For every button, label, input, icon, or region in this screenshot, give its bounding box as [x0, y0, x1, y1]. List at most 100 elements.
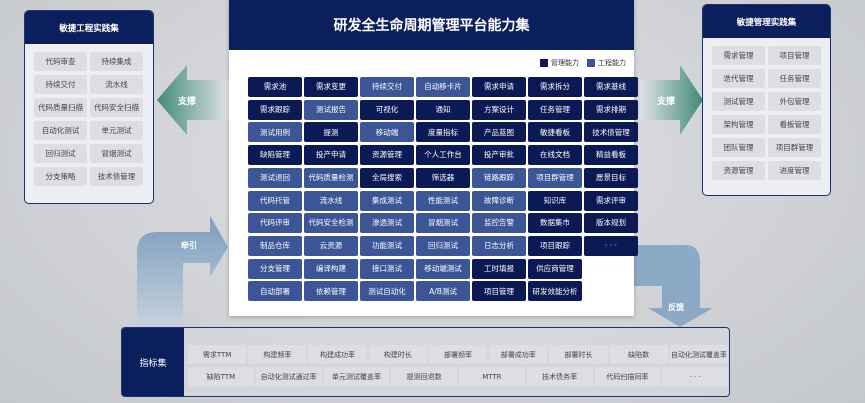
capability-cell: 版本规划	[584, 213, 638, 234]
support-label-left: 支撑	[178, 97, 197, 107]
capability-cell: 需求排期	[584, 99, 638, 120]
feedback-label: 反馈	[668, 303, 684, 312]
capability-cell: 工时填报	[472, 258, 526, 279]
legend-engineering: 工程能力	[598, 59, 626, 67]
capability-cell: 投产审批	[472, 145, 526, 166]
capability-cell: 需求申请	[472, 77, 526, 97]
practice-item: 看板管理	[768, 115, 821, 134]
metric-item: 构建成功率	[308, 345, 367, 364]
capability-cell: 代码托管	[248, 190, 302, 211]
capability-cell: 投产申请	[304, 145, 358, 166]
practice-item: 资源管理	[712, 161, 765, 180]
capability-cell: 需求评审	[584, 190, 638, 211]
capability-cell: 方案设计	[472, 99, 526, 120]
support-arrow-right	[640, 65, 703, 135]
practice-item: 项目管理	[768, 46, 821, 65]
capability-cell: 技术债管理	[584, 122, 638, 143]
practice-item: 技术债管理	[90, 167, 143, 186]
capability-cell: 渗透测试	[360, 213, 414, 234]
capability-cell: 集成测试	[360, 190, 414, 211]
practice-item: 团队管理	[712, 138, 765, 157]
panel-title: 敏捷管理实践集	[703, 5, 830, 38]
capability-cell: 移动端	[360, 122, 414, 143]
capability-cell: 需求变更	[304, 77, 358, 97]
practice-item: 自动化测试	[34, 121, 87, 140]
practice-item: 持续集成	[90, 52, 143, 71]
panel-title: 敏捷工程实践集	[25, 11, 153, 44]
capability-cell: 故障诊断	[472, 190, 526, 211]
practice-item: 任务管理	[768, 69, 821, 88]
capability-cell: 精益看板	[584, 145, 638, 166]
metrics-panel: 指标集 需求TTM 构建频率 构建成功率 构建时长 部署频率 部署成功率 部署时长 缺陷数 自动…	[121, 327, 730, 397]
capability-cell: 提测	[304, 122, 358, 143]
capability-cell: 筛选器	[416, 167, 470, 188]
capability-cell: 测试报告	[304, 99, 358, 120]
practice-item: 分支策略	[34, 167, 87, 186]
capability-cell: A/B测试	[416, 281, 470, 302]
capability-cell: 数据集市	[528, 213, 582, 234]
capability-cell: 自动部署	[248, 281, 302, 302]
legend: 管理能力 工程能力	[540, 58, 626, 68]
metric-item: 自动化测试覆盖率	[669, 345, 728, 364]
capability-cell: 知识库	[528, 190, 582, 211]
capability-cell: 可视化	[360, 99, 414, 120]
practice-item: 代码质量扫描	[34, 98, 87, 117]
capability-cell: 持续交付	[360, 77, 414, 97]
feedback-arrow	[634, 245, 713, 327]
metric-item: 构建时长	[368, 345, 427, 364]
page-title: 研发全生命周期管理平台能力集	[229, 0, 634, 50]
capability-cell: 接口测试	[360, 258, 414, 279]
capability-cell: 日志分析	[472, 235, 526, 256]
practice-item: 代码审查	[34, 52, 87, 71]
capability-cell: 全局搜索	[360, 167, 414, 188]
capability-cell: 链路跟踪	[472, 167, 526, 188]
capability-cell: 项目跟踪	[528, 235, 582, 256]
capability-cell: 自动移卡片	[416, 77, 470, 97]
capability-cell: 监控告警	[472, 213, 526, 234]
capability-cell: 研发效能分析	[528, 281, 582, 302]
agile-engineering-panel: 敏捷工程实践集 代码审查 持续集成 持续交付 流水线 代码质量扫描 代码安全扫描 自动化测试…	[24, 10, 154, 204]
metric-item: 提测回退数	[391, 367, 457, 386]
metric-item: 代码扫描同率	[594, 367, 661, 386]
metric-item: 构建频率	[248, 345, 307, 364]
capability-cell: 冒烟测试	[416, 213, 470, 234]
capability-cell: 代码质量检测	[304, 167, 358, 188]
capability-cell: 产品蓝图	[472, 122, 526, 143]
support-arrow-left	[157, 65, 229, 135]
capability-cell: 回归测试	[416, 235, 470, 256]
capability-cell: 缺陷管理	[248, 145, 302, 166]
practice-item: 回归测试	[34, 144, 87, 163]
capability-cell: · · ·	[584, 235, 638, 256]
capability-cell: 云资源	[304, 235, 358, 256]
capability-cell: 测试用例	[248, 122, 302, 143]
metric-item: · · ·	[662, 367, 728, 386]
practice-item: 架构管理	[712, 115, 765, 134]
practice-item: 迭代管理	[712, 69, 765, 88]
capability-cell: 需求基线	[584, 77, 638, 97]
practice-item: 单元测试	[90, 121, 143, 140]
capability-cell: 个人工作台	[416, 145, 470, 166]
pull-arrow	[137, 216, 228, 330]
metric-item: MTTR	[459, 367, 525, 386]
pull-label: 牵引	[181, 241, 197, 250]
legend-swatch-management	[540, 59, 548, 67]
capability-cell: 通知	[416, 99, 470, 120]
metric-item: 需求TTM	[188, 345, 247, 364]
capability-cell: 功能测试	[360, 235, 414, 256]
capability-cell: 度量指标	[416, 122, 470, 143]
metric-item: 缺陷TTM	[188, 367, 254, 386]
practice-item: 项目群管理	[768, 138, 821, 157]
capability-cell: 依赖管理	[304, 281, 358, 302]
support-label-right: 支撑	[657, 97, 676, 107]
capability-cell: 代码评审	[248, 213, 302, 234]
practice-item: 流水线	[90, 75, 143, 94]
practice-item: 进度管理	[768, 161, 821, 180]
metric-item: 自动化测试通过率	[255, 367, 322, 386]
practice-item: 测试管理	[712, 92, 765, 111]
legend-management: 管理能力	[551, 59, 579, 67]
metric-item: 单元测试覆盖率	[323, 367, 390, 386]
agile-management-panel: 敏捷管理实践集 需求管理 项目管理 迭代管理 任务管理 测试管理 外包管理 架构管理 看板管理…	[702, 4, 831, 196]
capability-cell: 在线文档	[528, 145, 582, 166]
practice-item: 外包管理	[768, 92, 821, 111]
metric-item: 技术债务率	[526, 367, 593, 386]
